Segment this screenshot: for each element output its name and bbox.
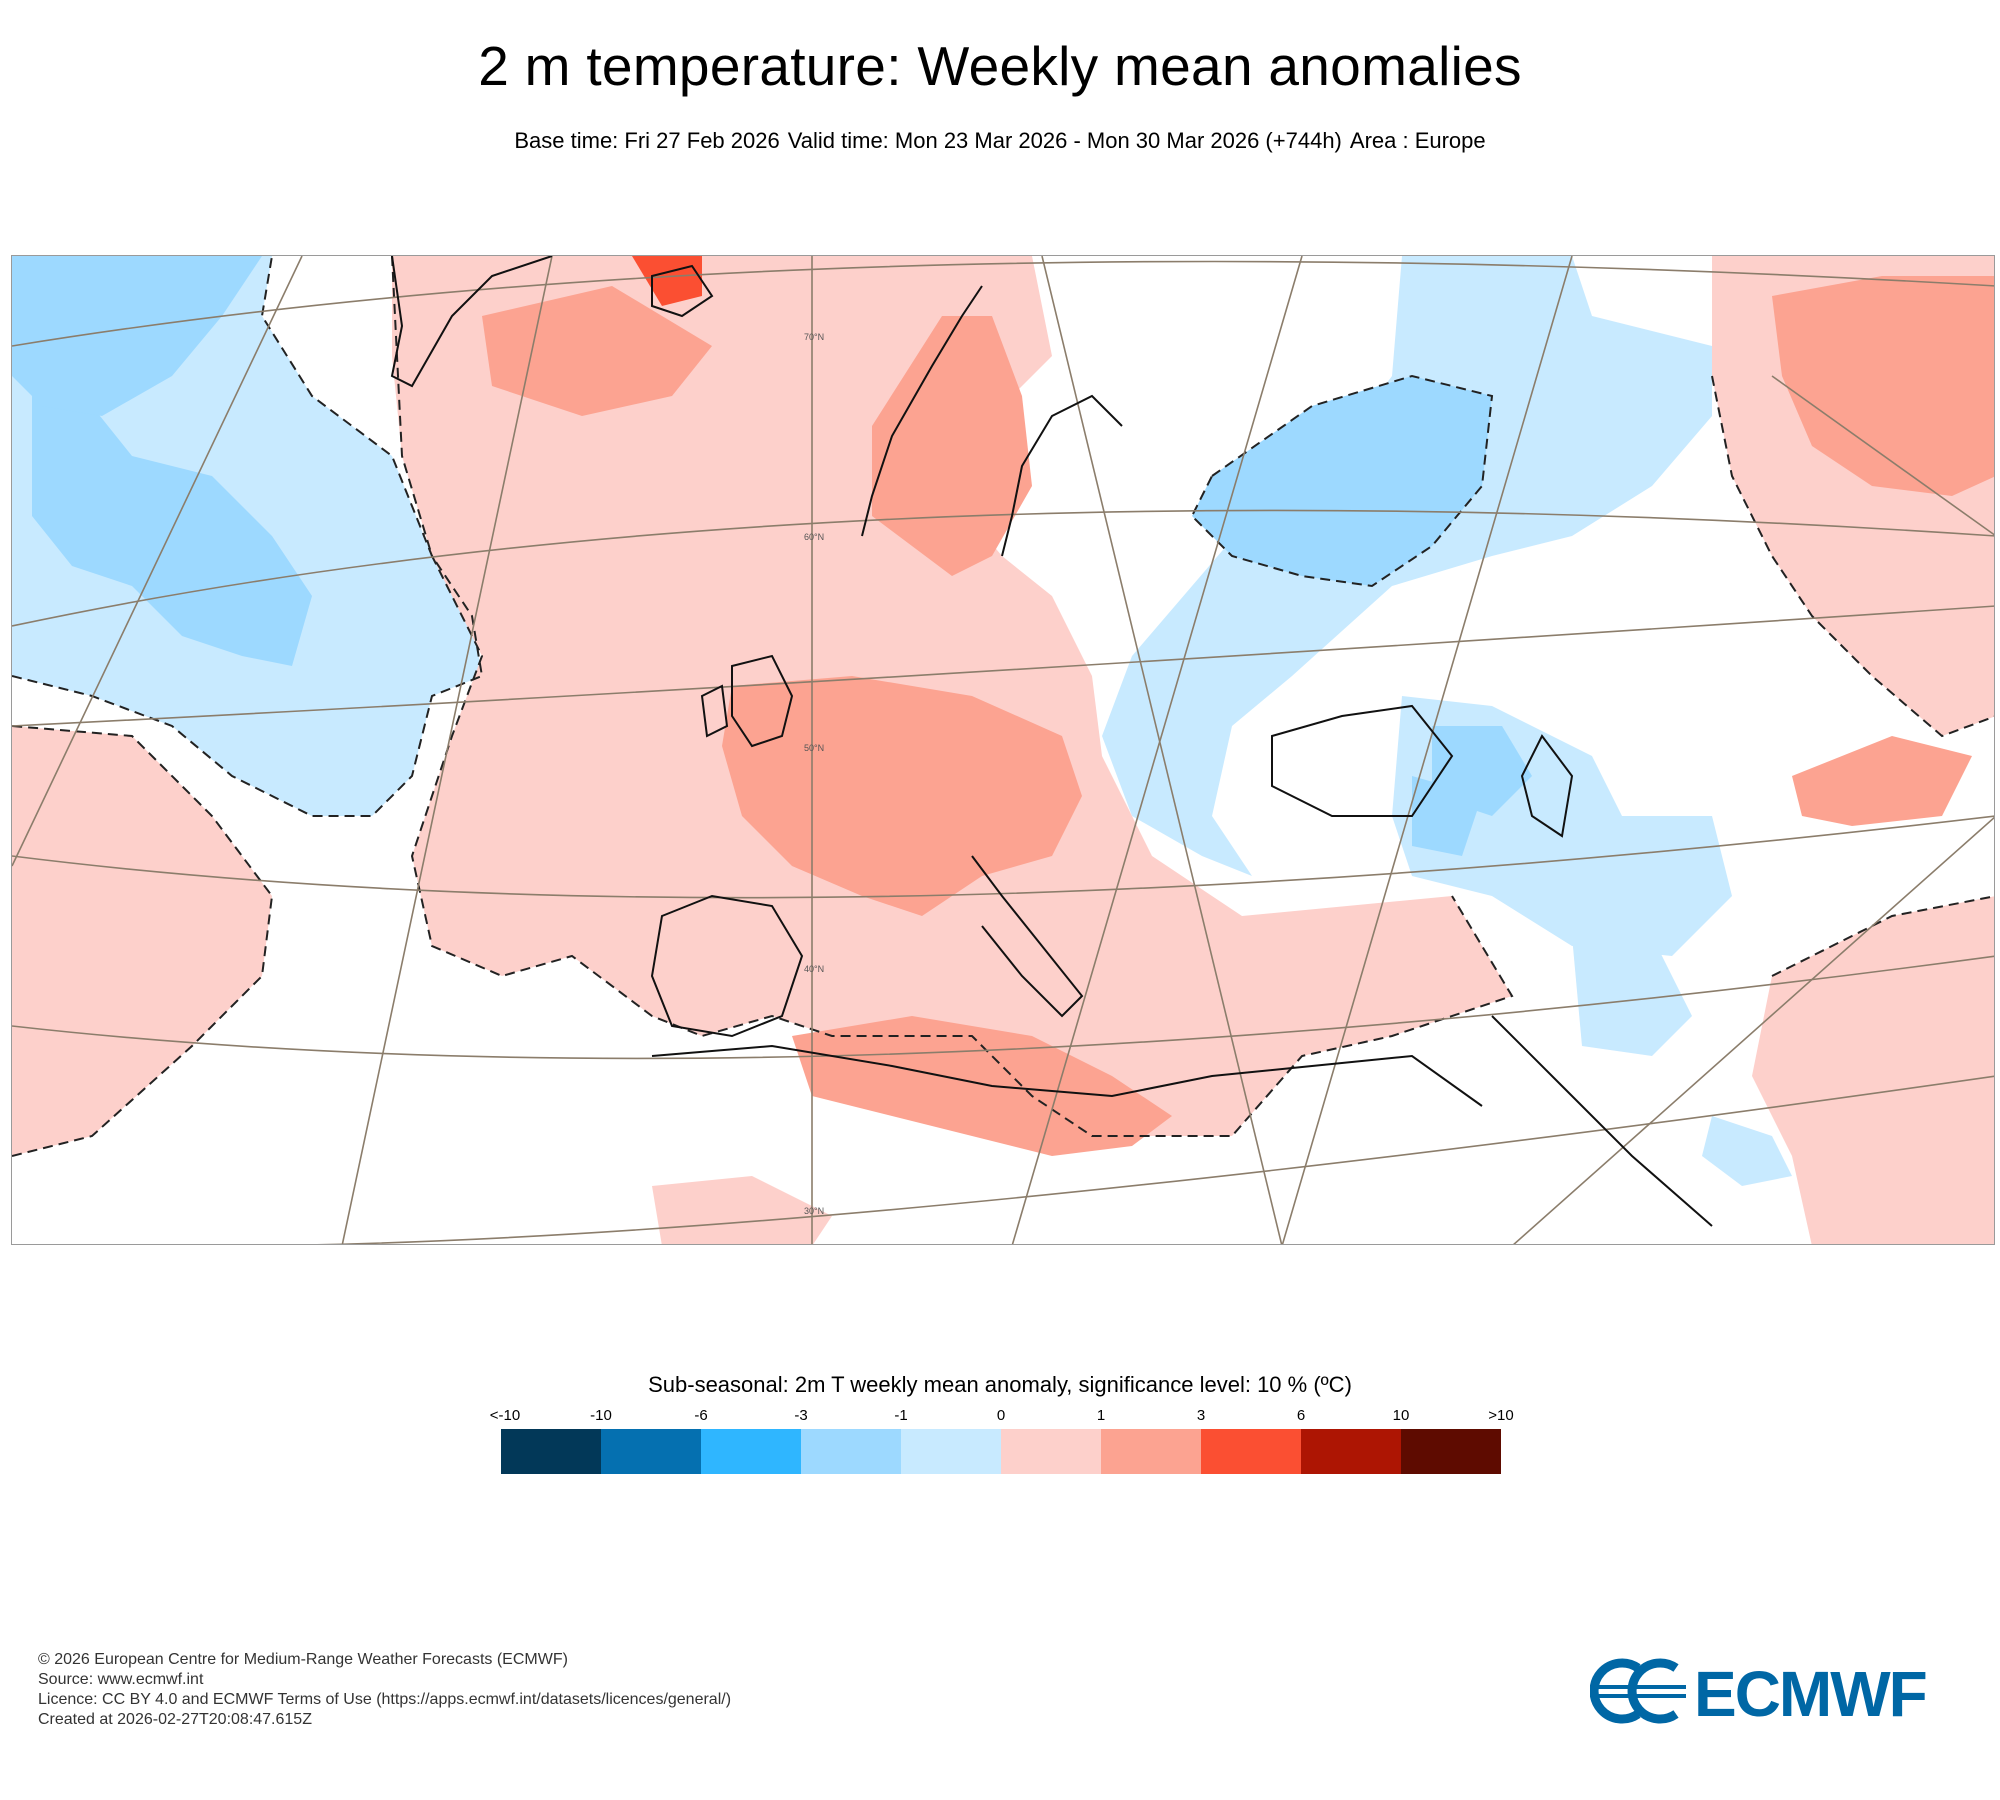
ecmwf-logo: ECMWF [1590, 1658, 1928, 1726]
cold-area-red-sea [1702, 1116, 1792, 1186]
italy-coast [971, 855, 1084, 1018]
meridian-line [1513, 816, 1994, 1244]
meridian-line [1771, 375, 1994, 536]
legend-tick: 3 [1196, 1407, 1206, 1424]
legend-tick: 10 [1392, 1407, 1410, 1424]
red-sea-coast [1491, 1015, 1713, 1227]
legend-colorbar [501, 1429, 1501, 1474]
cold-anomaly-areas [12, 256, 1792, 1186]
scandinavia-coast [1001, 394, 1123, 557]
scandinavia-coast [861, 285, 983, 537]
parallel-line [12, 605, 1994, 727]
latitude-labels: 70°N 60°N 50°N 40°N 30°N [804, 332, 824, 1216]
british-isles-coast [731, 654, 794, 748]
parallel-line [12, 815, 1994, 899]
legend-swatch [1001, 1429, 1101, 1474]
lat-label-30: 30°N [804, 1206, 824, 1216]
warm-area-arabia [1752, 896, 1994, 1244]
anomaly-map: 70°N 60°N 50°N 40°N 30°N [12, 256, 1994, 1244]
source-line: Source: www.ecmwf.int [38, 1671, 204, 1688]
cold-area-greenland [12, 256, 262, 416]
warm-area-central-asia [1792, 736, 1972, 826]
legend-tick: -10 [590, 1407, 612, 1424]
chart-subtitle: Base time: Fri 27 Feb 2026 Valid time: Mo… [0, 128, 2000, 154]
meridian-line [341, 256, 553, 1244]
cold-area-russia-core [1192, 376, 1492, 586]
cold-area-black-sea-north [1412, 776, 1482, 856]
north-africa-coast [651, 1044, 1483, 1107]
legend-tick: 0 [996, 1407, 1006, 1424]
significance-contour [391, 256, 1514, 1137]
british-isles-coast [700, 684, 729, 738]
legend-title: Sub-seasonal: 2m T weekly mean anomaly, … [648, 1372, 1352, 1397]
legend-swatch [601, 1429, 701, 1474]
legend-tick: -1 [894, 1407, 908, 1424]
valid-time: Valid time: Mon 23 Mar 2026 - Mon 30 Mar… [787, 128, 1342, 153]
legend-swatch [501, 1429, 601, 1474]
legend-ticks: <-10 -10 -6 -3 -1 0 1 3 6 10 >10 [490, 1407, 1520, 1427]
black-sea-coast [1271, 704, 1454, 817]
meridian-line [1011, 256, 1303, 1244]
created-line: Created at 2026-02-27T20:08:47.615Z [38, 1711, 312, 1728]
meridian-line [1041, 256, 1283, 1244]
significance-contour [12, 725, 274, 1157]
copyright-line: © 2026 European Centre for Medium-Range … [38, 1651, 568, 1668]
legend-tick: >10 [1488, 1407, 1514, 1424]
legend-swatch [1201, 1429, 1301, 1474]
legend-swatch [701, 1429, 801, 1474]
warm-area-siberia-core [1772, 276, 1994, 496]
base-time: Base time: Fri 27 Feb 2026 [514, 128, 780, 153]
chart-title: 2 m temperature: Weekly mean anomalies [478, 35, 1522, 97]
lat-label-60: 60°N [804, 532, 824, 542]
warm-area-mediterranean [792, 1016, 1172, 1156]
ecmwf-logo-bars [1596, 1685, 1686, 1698]
lat-label-70: 70°N [804, 332, 824, 342]
warm-area-scandinavia [872, 316, 1032, 576]
graticule [12, 256, 1994, 1244]
legend-tick: -6 [694, 1407, 708, 1424]
legend-tick: 1 [1096, 1407, 1106, 1424]
significance-contour [12, 256, 484, 817]
greenland-coast [390, 256, 553, 388]
legend-swatch [901, 1429, 1001, 1474]
legend-swatch [1101, 1429, 1201, 1474]
iceland-coast [651, 264, 714, 318]
cold-area-middle-east [1572, 936, 1692, 1056]
legend-tick: <-10 [489, 1407, 521, 1424]
footer-credits: © 2026 European Centre for Medium-Range … [38, 1650, 731, 1730]
caspian-coast [1520, 734, 1574, 838]
legend-swatch [1401, 1429, 1501, 1474]
significance-contour [1771, 895, 1994, 977]
meridian-line [1281, 256, 1573, 1244]
parallel-line [12, 509, 1994, 627]
meridian-line [12, 256, 303, 867]
legend-tick: 6 [1296, 1407, 1306, 1424]
warm-area-mid-atlantic [12, 726, 272, 1156]
lat-label-40: 40°N [804, 964, 824, 974]
parallel-line [315, 1075, 1994, 1244]
legend-tick: -3 [794, 1407, 808, 1424]
warm-anomaly-areas [12, 256, 1994, 1244]
legend-swatch [1301, 1429, 1401, 1474]
lat-label-50: 50°N [804, 743, 824, 753]
coastlines [390, 256, 1713, 1227]
significance-contour [1711, 375, 1994, 738]
ecmwf-logo-text: ECMWF [1694, 1658, 1926, 1726]
legend-swatch [801, 1429, 901, 1474]
cold-area-russia-north [1102, 256, 1712, 876]
area-label: Area : Europe [1349, 128, 1486, 153]
parallel-line [12, 955, 1994, 1060]
map-panel: 70°N 60°N 50°N 40°N 30°N [11, 255, 1995, 1245]
iberia-coast [650, 894, 804, 1038]
ecmwf-logo-mark [1590, 1658, 1679, 1724]
warm-area-sahara [652, 1176, 832, 1244]
licence-line: Licence: CC BY 4.0 and ECMWF Terms of Us… [38, 1691, 732, 1708]
parallel-line [12, 260, 1994, 347]
